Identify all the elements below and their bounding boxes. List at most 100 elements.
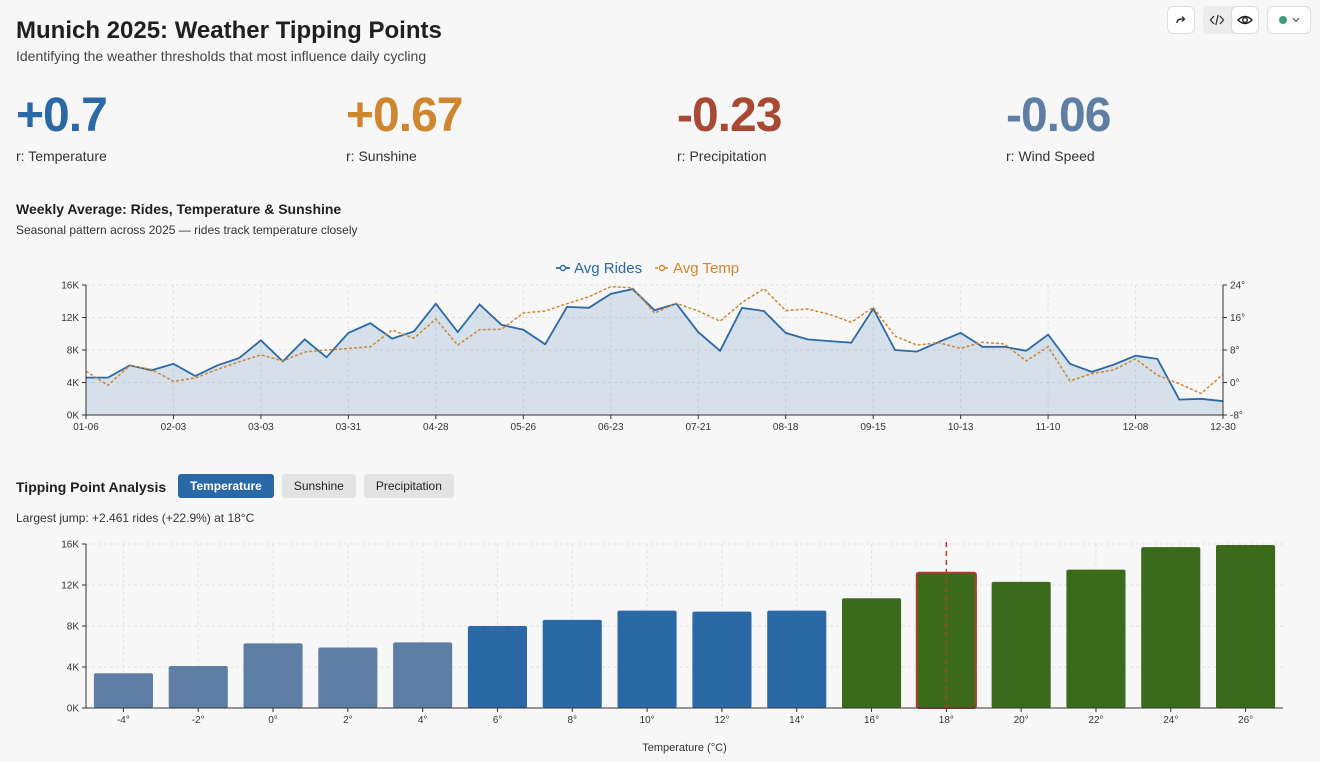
kpi-row: +0.7 r: Temperature +0.67 r: Sunshine -0… bbox=[16, 88, 1306, 168]
legend-rides-marker bbox=[559, 264, 567, 272]
kpi-value: -0.06 bbox=[1006, 89, 1111, 142]
y-tick-label: 4K bbox=[67, 663, 80, 674]
bar bbox=[767, 610, 827, 708]
share-arrow-icon bbox=[1176, 16, 1186, 24]
rides-line bbox=[86, 288, 1224, 403]
x-tick-label: 4° bbox=[418, 715, 428, 726]
x-tick-label: 2° bbox=[343, 715, 353, 726]
x-tick-label: 05-26 bbox=[511, 422, 537, 433]
bar bbox=[1141, 547, 1201, 708]
status-dot-icon bbox=[1278, 16, 1287, 24]
tab-temperature[interactable]: Temperature bbox=[178, 474, 274, 498]
x-tick-label: 12-08 bbox=[1123, 422, 1149, 433]
x-tick-label: 04-28 bbox=[423, 422, 449, 433]
legend-temp-marker bbox=[658, 264, 666, 272]
eye-icon bbox=[1237, 15, 1253, 25]
x-tick-label: 02-03 bbox=[161, 422, 187, 433]
bar bbox=[1216, 545, 1276, 708]
bar bbox=[318, 647, 378, 708]
view-toggle bbox=[1203, 6, 1259, 34]
x-axis-label: Temperature (°C) bbox=[642, 742, 726, 754]
x-tick-label: 26° bbox=[1238, 715, 1253, 726]
preview-button[interactable] bbox=[1231, 6, 1259, 34]
page-title: Munich 2025: Weather Tipping Points bbox=[16, 17, 442, 44]
status-select[interactable] bbox=[1267, 6, 1311, 34]
x-tick-label: 22° bbox=[1088, 715, 1103, 726]
kpi-value: +0.67 bbox=[346, 89, 463, 142]
tipping-title: Tipping Point Analysis bbox=[16, 479, 167, 495]
kpi-sunshine: +0.67 r: Sunshine bbox=[346, 88, 463, 164]
legend-rides-label: Avg Rides bbox=[574, 260, 642, 277]
x-tick-label: 8° bbox=[568, 715, 578, 726]
share-button[interactable] bbox=[1167, 6, 1195, 34]
x-tick-label: 0° bbox=[268, 715, 278, 726]
x-tick-label: 03-03 bbox=[248, 422, 274, 433]
kpi-precipitation: -0.23 r: Precipitation bbox=[677, 88, 782, 164]
y-tick-label: 4K bbox=[67, 378, 80, 389]
kpi-value: -0.23 bbox=[677, 89, 782, 142]
x-tick-label: 12-30 bbox=[1210, 422, 1236, 433]
weekly-line-chart: 0K 4K 8K 12K 16K -8° 0° 8° 16° 24° 01-06 02-03 03-03… bbox=[61, 260, 1245, 433]
legend-temp-label: Avg Temp bbox=[673, 260, 739, 277]
x-tick-label: -2° bbox=[192, 715, 205, 726]
x-tick-label: 10-13 bbox=[948, 422, 974, 433]
line-chart-legend: Avg Rides Avg Temp bbox=[556, 260, 739, 277]
y2-tick-label: 16° bbox=[1230, 313, 1245, 324]
tipping-bar-chart: 0K 4K 8K 12K 16K -4° -2° 0° 2° 4° 6° 8° 10° 12° 14° 16°… bbox=[61, 540, 1283, 754]
x-tick-label: 6° bbox=[493, 715, 503, 726]
bar bbox=[93, 673, 153, 708]
bar bbox=[692, 611, 752, 708]
y-tick-label: 0K bbox=[67, 411, 80, 422]
y-tick-label: 8K bbox=[67, 622, 80, 633]
code-icon bbox=[1209, 14, 1225, 26]
y2-tick-label: -8° bbox=[1230, 411, 1243, 422]
code-view-button[interactable] bbox=[1203, 6, 1231, 34]
toolbar bbox=[1167, 6, 1311, 34]
y-tick-label: 8K bbox=[67, 346, 80, 357]
x-tick-label: 11-10 bbox=[1036, 422, 1061, 433]
kpi-label: r: Sunshine bbox=[346, 148, 417, 164]
bar bbox=[467, 626, 527, 708]
x-tick-label: 20° bbox=[1014, 715, 1029, 726]
weekly-chart-title: Weekly Average: Rides, Temperature & Sun… bbox=[16, 201, 342, 217]
x-tick-label: 08-18 bbox=[773, 422, 799, 433]
y-tick-label: 16K bbox=[61, 540, 79, 551]
bar bbox=[1066, 569, 1126, 708]
y2-tick-label: 8° bbox=[1230, 346, 1240, 357]
tab-sunshine[interactable]: Sunshine bbox=[281, 474, 356, 498]
y-tick-label: 12K bbox=[61, 581, 79, 592]
bar bbox=[168, 666, 228, 708]
kpi-value: +0.7 bbox=[16, 89, 108, 142]
x-tick-label: 12° bbox=[714, 715, 729, 726]
y2-tick-label: 0° bbox=[1230, 378, 1240, 389]
x-tick-label: 09-15 bbox=[860, 422, 886, 433]
x-tick-label: -4° bbox=[117, 715, 130, 726]
y-tick-label: 16K bbox=[61, 281, 79, 292]
bar bbox=[393, 642, 453, 708]
chevron-down-icon bbox=[1292, 17, 1299, 23]
y-tick-label: 0K bbox=[67, 704, 80, 715]
rides-area bbox=[86, 289, 1223, 415]
x-tick-label: 07-21 bbox=[685, 422, 711, 433]
bar bbox=[617, 610, 677, 708]
x-tick-label: 16° bbox=[864, 715, 879, 726]
tipping-tabs: Temperature Sunshine Precipitation bbox=[178, 474, 454, 498]
x-tick-label: 06-23 bbox=[598, 422, 624, 433]
kpi-wind-speed: -0.06 r: Wind Speed bbox=[1006, 88, 1111, 164]
bar bbox=[842, 598, 902, 708]
kpi-label: r: Wind Speed bbox=[1006, 148, 1095, 164]
kpi-label: r: Precipitation bbox=[677, 148, 767, 164]
kpi-temperature: +0.7 r: Temperature bbox=[16, 88, 108, 164]
x-tick-label: 10° bbox=[640, 715, 655, 726]
y-tick-label: 12K bbox=[61, 313, 79, 324]
weekly-chart-subtitle: Seasonal pattern across 2025 — rides tra… bbox=[16, 223, 358, 237]
x-tick-label: 14° bbox=[789, 715, 804, 726]
bar bbox=[542, 619, 602, 708]
x-tick-label: 01-06 bbox=[73, 422, 99, 433]
x-tick-label: 03-31 bbox=[336, 422, 362, 433]
bar bbox=[991, 581, 1051, 708]
tab-precipitation[interactable]: Precipitation bbox=[363, 474, 454, 498]
x-tick-label: 18° bbox=[939, 715, 954, 726]
bar bbox=[243, 643, 303, 708]
tipping-summary: Largest jump: +2.461 rides (+22.9%) at 1… bbox=[16, 511, 255, 525]
